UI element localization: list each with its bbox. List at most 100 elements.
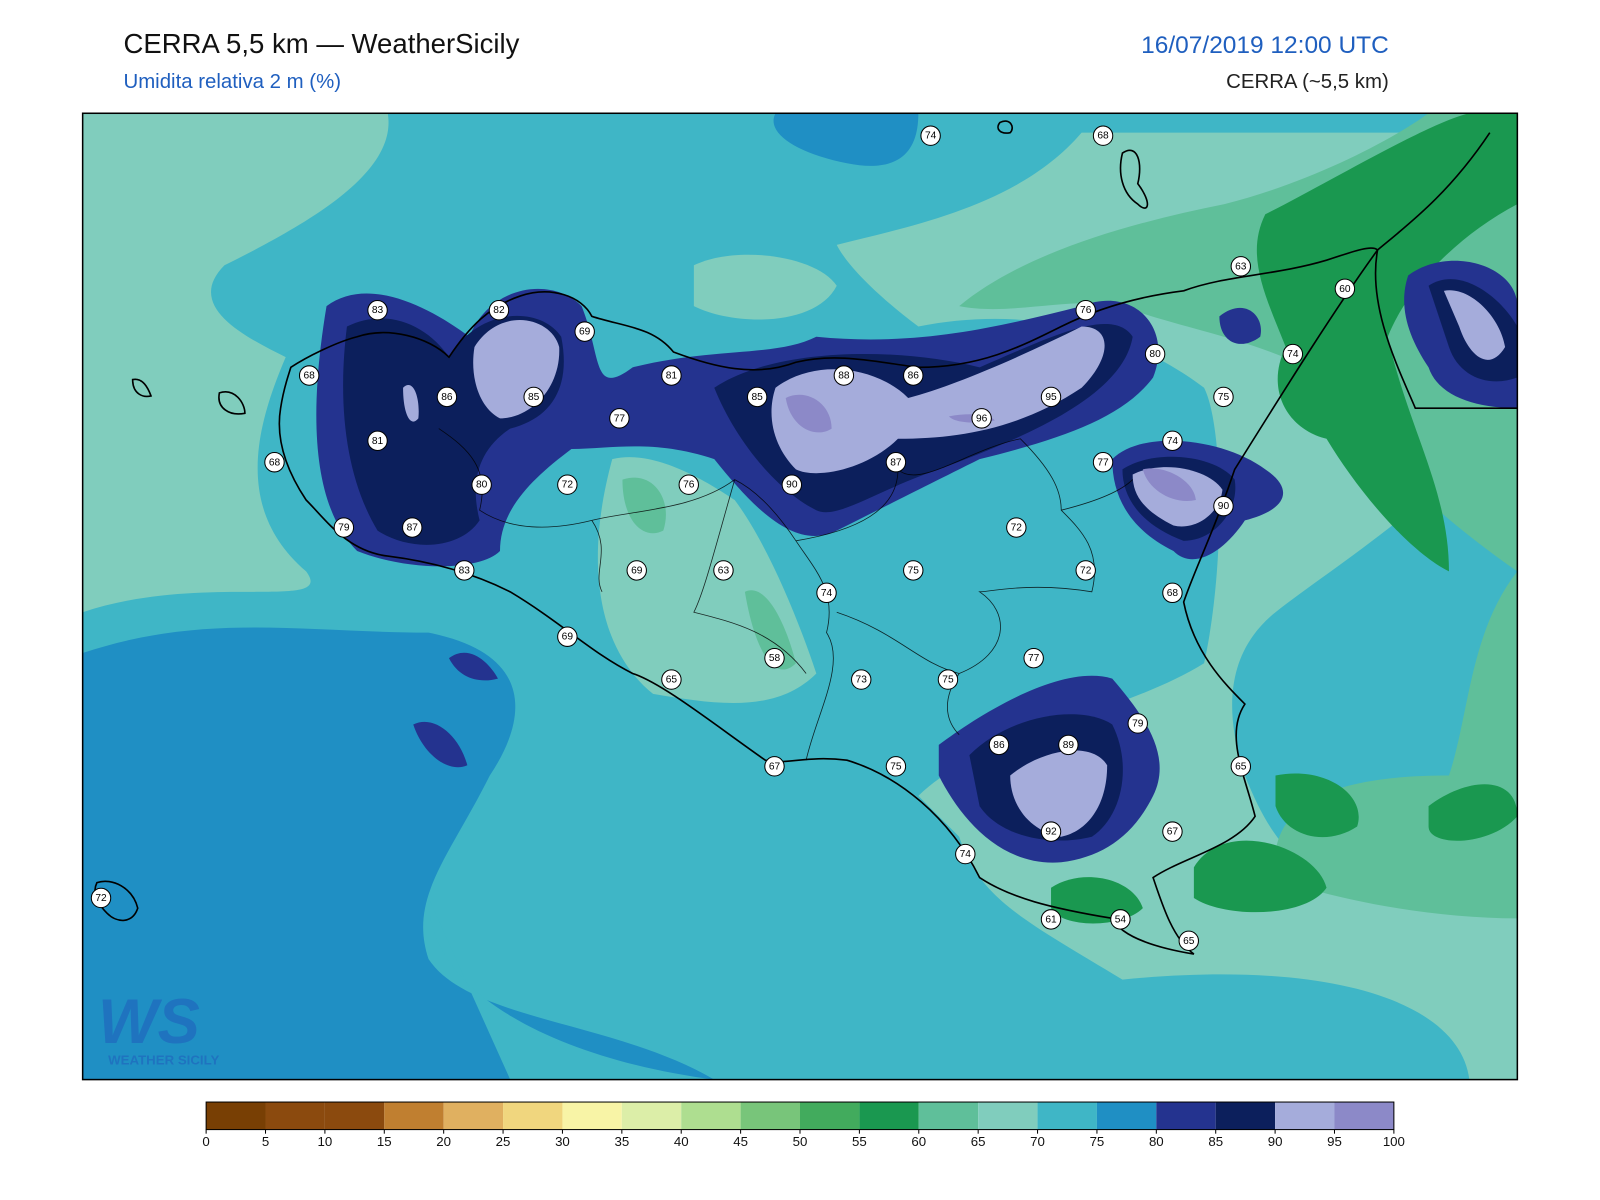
colorbar-swatch bbox=[384, 1102, 444, 1130]
station-value: 68 bbox=[304, 371, 316, 382]
colorbar-swatch bbox=[324, 1102, 385, 1130]
station-marker bbox=[988, 734, 1010, 756]
station: 69 bbox=[574, 321, 595, 342]
station-value: 88 bbox=[838, 371, 850, 382]
station-marker bbox=[1213, 386, 1234, 408]
station-value: 86 bbox=[993, 740, 1005, 751]
colorbar-tick-label: 90 bbox=[1268, 1134, 1283, 1149]
station-value: 86 bbox=[908, 371, 920, 382]
station-marker bbox=[1040, 909, 1062, 930]
station-value: 72 bbox=[1011, 523, 1023, 534]
colorbar-tick-label: 45 bbox=[733, 1134, 748, 1149]
station-value: 77 bbox=[1028, 653, 1040, 664]
station: 74 bbox=[955, 843, 976, 865]
station-marker bbox=[764, 756, 785, 777]
station-value: 68 bbox=[1097, 131, 1109, 142]
station-value: 72 bbox=[95, 893, 107, 904]
station: 85 bbox=[746, 386, 768, 408]
station-value: 76 bbox=[683, 480, 695, 491]
station: 92 bbox=[1040, 821, 1062, 842]
field-60 bbox=[622, 477, 796, 670]
station-marker bbox=[1075, 560, 1096, 581]
station-value: 69 bbox=[562, 632, 574, 643]
station-marker bbox=[488, 300, 510, 321]
station-value: 81 bbox=[666, 371, 678, 382]
station: 60 bbox=[1334, 278, 1356, 299]
station-marker bbox=[885, 756, 907, 777]
station: 72 bbox=[90, 887, 112, 909]
station-marker bbox=[609, 408, 630, 429]
colorbar-swatch bbox=[1275, 1102, 1335, 1130]
station-marker bbox=[626, 560, 647, 581]
colorbar-tick-label: 25 bbox=[496, 1134, 511, 1149]
model-label: CERRA (~5,5 km) bbox=[1226, 71, 1389, 93]
station: 95 bbox=[1040, 386, 1062, 408]
station-value: 75 bbox=[890, 761, 902, 772]
station-marker bbox=[574, 321, 595, 342]
station-marker bbox=[1230, 256, 1252, 277]
station-value: 87 bbox=[890, 457, 902, 468]
station-marker bbox=[523, 386, 544, 408]
station: 80 bbox=[471, 474, 492, 495]
colorbar-tick-label: 20 bbox=[436, 1134, 451, 1149]
map-frame bbox=[81, 112, 1519, 1081]
station-value: 74 bbox=[925, 131, 937, 142]
station-value: 75 bbox=[942, 675, 954, 686]
station-value: 73 bbox=[856, 675, 868, 686]
station: 86 bbox=[436, 386, 458, 408]
station-marker bbox=[333, 517, 355, 538]
station-value: 61 bbox=[1045, 914, 1057, 925]
station-value: 96 bbox=[976, 413, 988, 424]
station-marker bbox=[1162, 821, 1183, 842]
station: 75 bbox=[937, 669, 959, 690]
station: 69 bbox=[626, 560, 647, 581]
station-value: 68 bbox=[269, 457, 281, 468]
field-65 bbox=[82, 113, 389, 613]
datetime: 16/07/2019 12:00 UTC bbox=[1141, 32, 1389, 59]
station-value: 74 bbox=[960, 849, 972, 860]
logo: WS Weather Sicily bbox=[98, 987, 220, 1067]
station-marker bbox=[367, 430, 388, 452]
station: 79 bbox=[333, 517, 355, 538]
colorbar-swatch bbox=[1215, 1102, 1276, 1130]
field bbox=[82, 113, 1518, 1080]
field-90 bbox=[1010, 750, 1108, 837]
station-marker bbox=[781, 474, 803, 495]
station-value: 63 bbox=[718, 565, 730, 576]
station-value: 58 bbox=[769, 653, 781, 664]
station-value: 81 bbox=[372, 436, 384, 447]
station-marker bbox=[1006, 517, 1027, 538]
colorbar-tick-label: 55 bbox=[852, 1134, 867, 1149]
station-marker bbox=[557, 474, 578, 495]
station: 61 bbox=[1040, 909, 1062, 930]
station-value: 83 bbox=[459, 565, 471, 576]
station-value: 86 bbox=[441, 392, 453, 403]
station-marker bbox=[1075, 300, 1096, 321]
station: 77 bbox=[1023, 647, 1044, 669]
colorbar-swatch bbox=[740, 1102, 800, 1130]
station-marker bbox=[1040, 386, 1062, 408]
station: 68 bbox=[1092, 125, 1114, 146]
coastline bbox=[94, 120, 1518, 955]
station: 68 bbox=[264, 452, 285, 473]
station-value: 85 bbox=[751, 392, 763, 403]
station-value: 83 bbox=[372, 305, 384, 316]
station-marker bbox=[661, 669, 682, 690]
station-value: 60 bbox=[1339, 284, 1351, 295]
station-marker bbox=[971, 408, 992, 429]
station-marker bbox=[1144, 343, 1166, 365]
colorbar-tick-label: 0 bbox=[202, 1134, 209, 1149]
station: 77 bbox=[1092, 452, 1114, 473]
colorbar-tick-label: 100 bbox=[1383, 1134, 1405, 1149]
station-value: 67 bbox=[769, 761, 781, 772]
colorbar-tick-label: 5 bbox=[262, 1134, 269, 1149]
station: 65 bbox=[1230, 756, 1252, 777]
colorbar-tick-label: 40 bbox=[674, 1134, 689, 1149]
station: 74 bbox=[1282, 343, 1304, 365]
station: 68 bbox=[1162, 582, 1183, 604]
station: 75 bbox=[903, 560, 924, 581]
station: 81 bbox=[367, 430, 388, 452]
colorbar-tick-label: 60 bbox=[911, 1134, 926, 1149]
station: 76 bbox=[1075, 300, 1096, 321]
